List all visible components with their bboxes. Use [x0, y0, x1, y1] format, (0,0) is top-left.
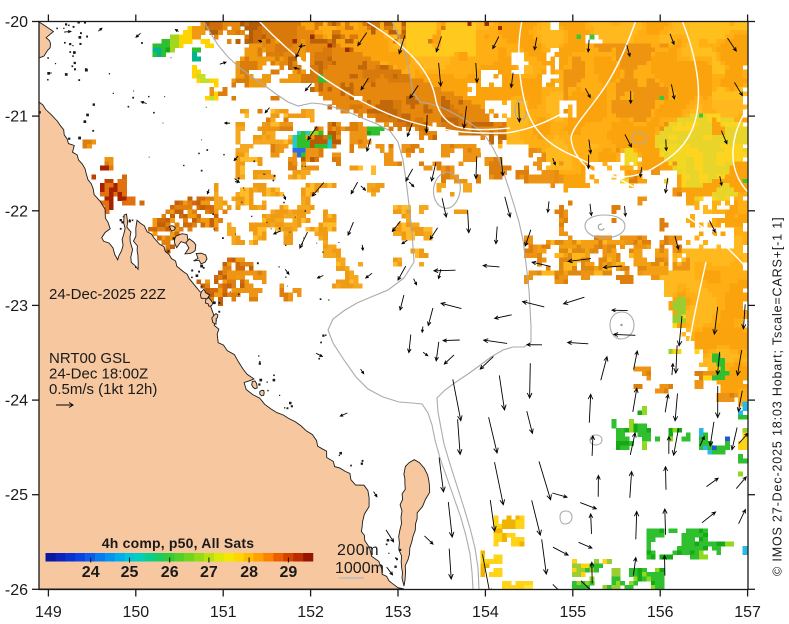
svg-text:151: 151 [210, 604, 237, 621]
svg-text:25: 25 [121, 564, 139, 581]
svg-text:-20: -20 [5, 14, 28, 31]
svg-text:© IMOS 27-Dec-2025 18:03 Hobar: © IMOS 27-Dec-2025 18:03 Hobart; Tscale=… [771, 217, 785, 576]
svg-text:28: 28 [240, 564, 258, 581]
svg-text:24-Dec 18:00Z: 24-Dec 18:00Z [49, 366, 148, 383]
svg-text:27: 27 [200, 564, 218, 581]
svg-text:150: 150 [122, 604, 149, 621]
svg-text:26: 26 [161, 564, 179, 581]
svg-text:-25: -25 [5, 487, 28, 504]
svg-text:NRT00 GSL: NRT00 GSL [49, 350, 130, 367]
svg-text:24-Dec-2025 22Z: 24-Dec-2025 22Z [49, 286, 166, 303]
svg-text:-22: -22 [5, 203, 28, 220]
svg-text:24: 24 [82, 564, 100, 581]
svg-text:154: 154 [472, 604, 499, 621]
svg-text:0.5m/s (1kt 12h): 0.5m/s (1kt 12h) [49, 381, 157, 398]
svg-text:29: 29 [280, 564, 298, 581]
svg-text:1000m: 1000m [335, 560, 384, 577]
svg-text:149: 149 [35, 604, 62, 621]
svg-text:-26: -26 [5, 582, 28, 599]
svg-text:157: 157 [734, 604, 761, 621]
svg-text:-23: -23 [5, 298, 28, 315]
svg-text:152: 152 [297, 604, 324, 621]
svg-text:155: 155 [559, 604, 586, 621]
svg-text:156: 156 [647, 604, 674, 621]
svg-text:-21: -21 [5, 109, 28, 126]
svg-text:153: 153 [385, 604, 412, 621]
svg-text:200m: 200m [337, 542, 379, 559]
svg-text:4h comp, p50, All Sats: 4h comp, p50, All Sats [102, 535, 254, 551]
svg-text:-24: -24 [5, 393, 28, 410]
